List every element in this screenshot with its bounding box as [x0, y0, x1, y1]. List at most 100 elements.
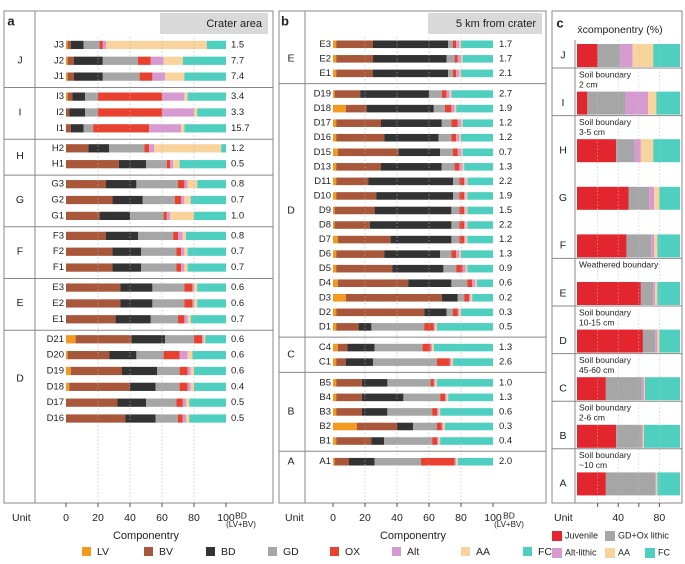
bar-a-G1-BD — [99, 211, 130, 220]
bar-c-B-Juvenile — [577, 424, 617, 448]
bar-b-D1-BD — [358, 323, 372, 331]
bar-b-D4-BV — [337, 279, 409, 288]
bar-b-D5-Alt — [462, 264, 466, 273]
sample-label-b-D5: D5 — [319, 263, 331, 274]
panel-c: c x̄componentry (%) J I H G F E D C B A Soil boundar… — [551, 10, 683, 524]
bar-b-D15-BV — [337, 148, 399, 157]
bar-b-C1-BV — [336, 358, 346, 366]
unit-label-b-B: B — [287, 406, 294, 418]
bar-b-D11-BV — [336, 177, 369, 186]
bar-a-J1-BV — [67, 72, 74, 81]
legend-label-FC: FC — [538, 546, 552, 558]
sample-label-a-J2: J2 — [54, 55, 64, 66]
bar-b-B5-LV — [333, 379, 337, 387]
bar-a-H1-BD — [118, 160, 146, 169]
unit-label-c-G: G — [559, 192, 567, 204]
bar-a-D18-BV — [69, 382, 130, 391]
legend-label-OX: OX — [345, 546, 360, 558]
bar-b-D15-LV — [333, 148, 338, 157]
legend-swatch-BV — [144, 547, 153, 556]
bar-b-B1-Alt — [437, 437, 439, 445]
bar-a-J2-FC — [182, 56, 226, 65]
bar-a-F2-GD — [141, 247, 177, 256]
bar-a-D16-GD — [155, 414, 178, 423]
bar-a-F1-BV — [66, 263, 113, 272]
bar-a-D21-GD — [165, 335, 194, 344]
bar-a-E3-OX — [184, 283, 193, 292]
bar-c-A-GDOx — [605, 472, 656, 496]
bar-a-D19-BV — [70, 366, 122, 376]
bar-b-E3-LV — [333, 40, 337, 49]
unit-label-b-D: D — [287, 204, 295, 216]
bar-b-D5-FC — [467, 264, 493, 273]
bar-b-C4-OX — [422, 343, 431, 352]
bar-c-A-AA — [656, 472, 658, 496]
bar-c-C-AltLithic — [641, 377, 644, 401]
bar-b-E2-AA — [461, 55, 463, 63]
bar-b-D5-GD — [443, 264, 457, 273]
bar-b-D6-AA — [459, 250, 461, 258]
bar-b-D2-Alt — [457, 308, 460, 317]
bar-a-I2-BD — [69, 108, 86, 117]
bar-b-D5-OX — [456, 264, 463, 273]
bar-a-D19-AA — [190, 366, 194, 376]
bd-value-b-D15: 0.7 — [499, 147, 512, 158]
bar-b-D6-Alt — [456, 250, 460, 258]
bar-c-J-AA — [632, 44, 654, 67]
bar-b-D19-GD — [429, 90, 442, 98]
unit-label-c-B: B — [559, 430, 566, 442]
bar-a-J2-GD — [102, 56, 138, 65]
bar-b-D3-Alt — [469, 293, 471, 302]
bar-b-D1-BV — [336, 323, 359, 331]
bar-a-D21-OX — [194, 335, 202, 344]
legend-c-swatch-FC — [645, 548, 655, 558]
bar-a-F1-BD — [112, 263, 142, 272]
bar-c-J-AltLithic — [620, 44, 633, 67]
bar-b-D13-AA — [462, 163, 465, 171]
bar-b-E1-Alt — [456, 69, 460, 78]
bar-b-D16-AA — [459, 133, 461, 142]
bar-a-G1-FC — [194, 211, 226, 220]
bar-c-F-GDOx — [626, 234, 652, 258]
bar-c-C-FC — [644, 377, 680, 401]
bar-b-D7-BV — [337, 235, 391, 244]
bar-a-G1-BV — [66, 211, 100, 220]
bar-a-D16-Alt — [182, 414, 186, 423]
bar-b-D17-GD — [441, 119, 452, 127]
bd-value-a-H1: 0.5 — [231, 159, 244, 170]
bar-b-B2-BD — [397, 422, 413, 431]
bd-value-a-F1: 0.7 — [231, 262, 244, 273]
bar-b-D11-LV — [333, 177, 337, 186]
bar-b-D3-FC — [472, 293, 493, 302]
bar-b-C4-GD — [374, 343, 423, 352]
unit-axis-label-a: Unit — [12, 512, 31, 524]
bar-a-J3-AA — [106, 40, 207, 50]
bar-b-D11-OX — [459, 177, 465, 186]
bar-a-I1-AA — [181, 124, 185, 133]
bd-value-b-D8: 2.2 — [499, 220, 512, 231]
bar-b-D7-BD — [390, 235, 452, 244]
bd-header-b: BD — [503, 510, 515, 520]
bar-a-G1-AA — [170, 211, 194, 220]
bar-c-G-AltLithic — [649, 186, 655, 210]
bar-b-B2-BV — [357, 422, 397, 431]
bar-b-D17-FC — [462, 119, 493, 127]
bar-a-J3-OX — [99, 40, 103, 50]
bar-b-D6-FC — [461, 250, 493, 258]
panel-b: b 5 km from crater E3 1.7 E2 1.7 E1 2.1 E D19 2.7 D… — [278, 10, 547, 542]
bar-a-F2-Alt — [181, 247, 185, 256]
bar-b-D19-AA — [449, 90, 452, 98]
bar-a-J3-Alt — [102, 40, 106, 50]
bar-b-D8-FC — [467, 221, 493, 229]
bar-b-D9-OX — [459, 206, 465, 215]
legend-swatch-LV — [82, 547, 91, 556]
bar-b-C4-BV — [337, 343, 348, 352]
bar-b-D16-GD — [438, 133, 452, 142]
unit-label-c-J: J — [560, 49, 565, 61]
bar-a-D16-BD — [125, 414, 156, 423]
sample-label-a-I2: I2 — [56, 107, 64, 118]
bar-b-D13-FC — [464, 163, 493, 171]
boundary-text-c-0-1: 2 cm — [579, 79, 597, 89]
bar-b-D10-GD — [453, 192, 460, 200]
